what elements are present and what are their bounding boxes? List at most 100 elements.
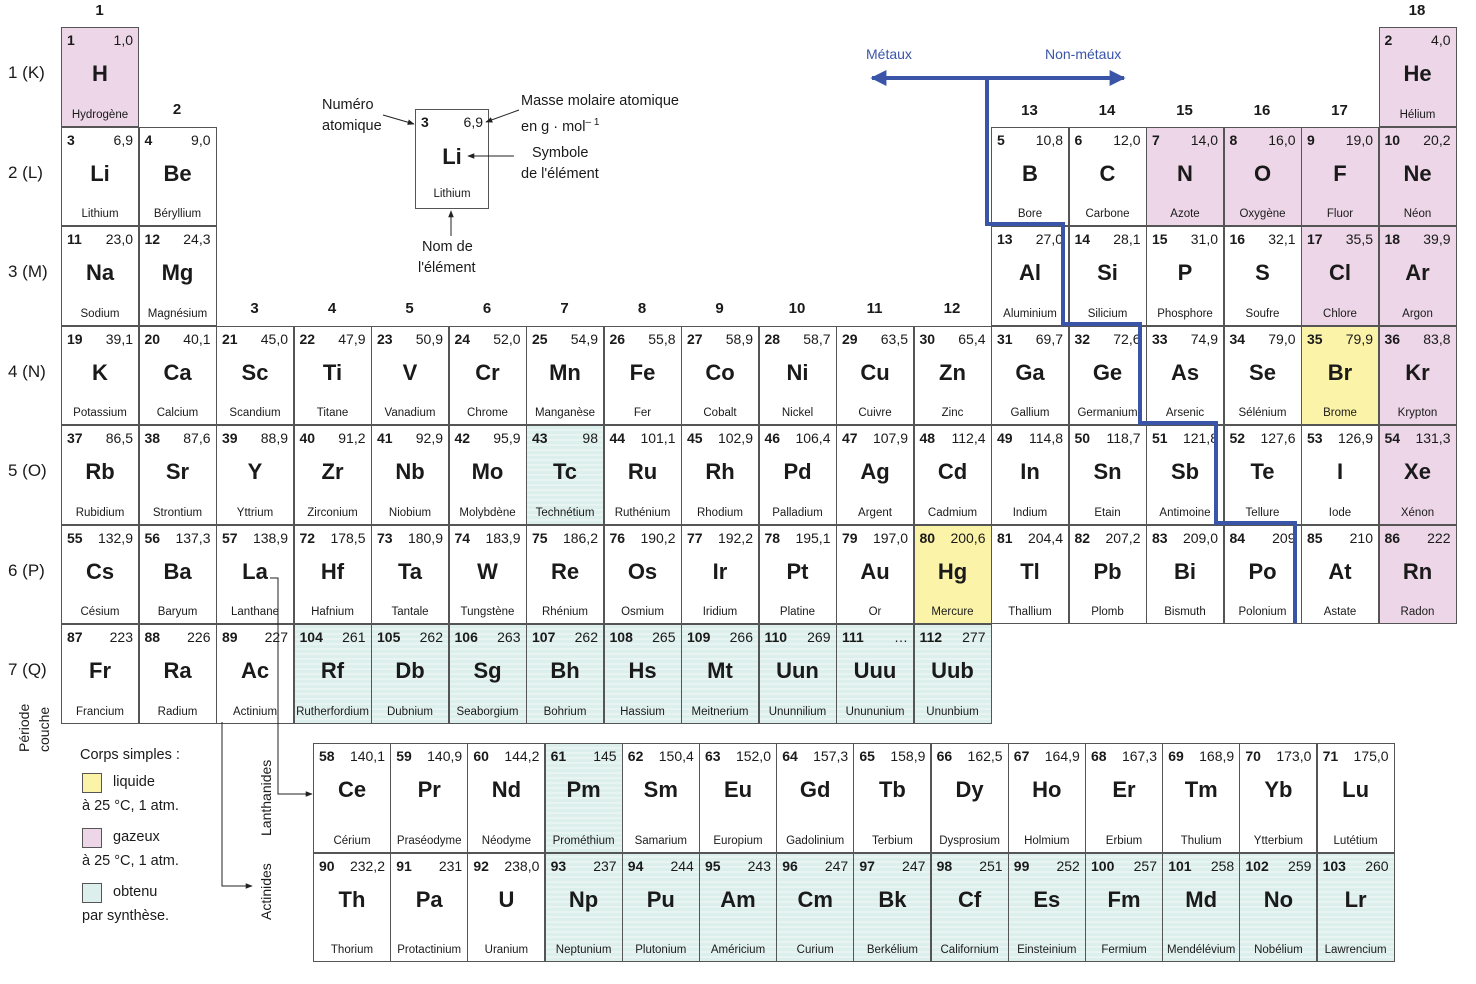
element-mass: 1,0	[113, 32, 133, 48]
element-name: Astate	[1323, 606, 1357, 618]
element-symbol: Fe	[629, 359, 656, 385]
element-mass: 197,0	[872, 529, 908, 546]
element-cell-yb: 70 173,0 Yb Ytterbium	[1239, 743, 1318, 853]
element-number: 82	[1074, 529, 1091, 546]
element-symbol: Ge	[1092, 359, 1123, 385]
element-number: 3	[67, 131, 75, 148]
element-cell-cu: 29 63,5 Cu Cuivre	[836, 325, 914, 425]
element-cell-os: 76 190,2 Os Osmium	[603, 524, 682, 624]
element-name: Hassium	[620, 705, 665, 718]
element-symbol: Rf	[320, 658, 345, 683]
element-symbol: Ni	[786, 359, 809, 385]
element-number: 12	[144, 231, 161, 247]
element-cell-tb: 65 158,9 Tb Terbium	[853, 743, 932, 853]
element-number: 109	[687, 629, 711, 645]
element-name: Scandium	[229, 407, 281, 419]
element-number: 51	[1152, 430, 1168, 446]
element-name: Dysprosium	[939, 835, 1000, 847]
element-name: Ununbium	[926, 705, 979, 718]
group-label-18: 18	[1408, 2, 1426, 19]
element-symbol: He	[1403, 61, 1432, 86]
element-mass: 58,9	[725, 330, 753, 347]
element-name: Neptunium	[555, 944, 612, 956]
element-name: Palladium	[772, 506, 823, 519]
element-cell-ar: 18 39,9 Ar Argon	[1378, 226, 1457, 326]
element-mass: 158,9	[890, 748, 926, 764]
element-mass: 114,8	[1029, 430, 1063, 446]
element-mass: 14,0	[1190, 131, 1218, 148]
element-symbol: Ne	[1403, 160, 1432, 186]
element-number: 43	[532, 430, 548, 446]
element-number: 78	[764, 529, 781, 546]
element-name: Oxygène	[1239, 208, 1286, 220]
element-cell-b: 5 10,8 B Bore	[991, 126, 1069, 226]
element-symbol: Pr	[417, 777, 441, 802]
element-cell-c: 6 12,0 C Carbone	[1068, 126, 1147, 226]
element-name: Krypton	[1397, 407, 1438, 419]
element-mass: 58,7	[803, 330, 831, 347]
element-mass: 244	[670, 858, 694, 874]
element-mass: 23,0	[105, 231, 133, 247]
element-symbol: Mn	[549, 359, 581, 385]
element-mass: 32,1	[1268, 231, 1296, 247]
element-cell-ir: 77 192,2 Ir Iridium	[681, 524, 759, 624]
element-symbol: Br	[1327, 359, 1353, 385]
element-mass: 262	[419, 629, 443, 645]
element-name: Néon	[1403, 208, 1432, 220]
element-number: 46	[764, 430, 781, 446]
element-symbol: Ho	[1032, 777, 1062, 802]
element-mass: 35,5	[1345, 231, 1373, 247]
element-number: 21	[222, 330, 238, 347]
element-mass: 257	[1133, 858, 1157, 874]
element-name: Radon	[1400, 606, 1435, 618]
element-symbol: Po	[1248, 558, 1277, 584]
element-number: 22	[299, 330, 316, 347]
element-name: Californium	[940, 944, 999, 956]
element-mass: 132,9	[97, 529, 133, 546]
element-name: Silicium	[1087, 307, 1128, 320]
legend-swatch	[82, 883, 102, 903]
element-symbol: Y	[247, 459, 263, 484]
element-cell-mo: 42 95,9 Mo Molybdène	[448, 425, 527, 525]
element-mass: 79,0	[1268, 330, 1296, 347]
element-symbol: In	[1020, 459, 1040, 484]
element-name: Praséodyme	[396, 835, 462, 847]
element-symbol: Rn	[1402, 558, 1433, 584]
element-symbol: K	[92, 359, 108, 385]
element-name: Erbium	[1105, 835, 1143, 847]
element-cell-re: 75 186,2 Re Rhénium	[526, 524, 604, 624]
element-name: Rhodium	[696, 506, 744, 519]
key-example-symbol: Li	[442, 144, 462, 169]
element-number: 18	[1384, 231, 1401, 247]
element-number: 41	[377, 430, 393, 446]
element-symbol: Na	[85, 260, 115, 285]
element-name: Lutétium	[1333, 835, 1378, 847]
element-number: 88	[144, 629, 161, 645]
element-mass: 72,6	[1113, 330, 1141, 347]
element-name: Nickel	[781, 407, 814, 419]
group-label-15: 15	[1176, 102, 1193, 119]
element-cell-mg: 12 24,3 Mg Magnésium	[138, 226, 217, 326]
element-name: Hydrogène	[71, 108, 129, 121]
element-name: Gadolinium	[786, 835, 845, 847]
element-mass: 102,9	[717, 430, 753, 446]
period-label-2: 2 (L)	[8, 162, 43, 182]
element-symbol: Er	[1112, 777, 1136, 802]
element-mass: 200,6	[950, 529, 986, 546]
element-cell-hf: 72 178,5 Hf Hafnium	[293, 524, 372, 624]
element-number: 97	[859, 858, 875, 874]
element-cell-k: 19 39,1 K Potassium	[61, 325, 139, 425]
key-numero-arrow	[382, 114, 415, 125]
element-name: Protactinium	[397, 944, 462, 956]
element-mass: 92,9	[415, 430, 443, 446]
element-number: 101	[1168, 858, 1192, 874]
element-symbol: Uun	[776, 658, 819, 683]
element-number: 23	[377, 330, 393, 347]
element-name: Iridium	[702, 606, 738, 618]
element-symbol: Ru	[627, 459, 658, 484]
element-number: 34	[1229, 330, 1246, 347]
element-mass: 16,0	[1268, 131, 1296, 148]
element-symbol: Ir	[712, 558, 728, 584]
element-mass: 223	[109, 629, 133, 645]
element-symbol: U	[498, 887, 515, 912]
